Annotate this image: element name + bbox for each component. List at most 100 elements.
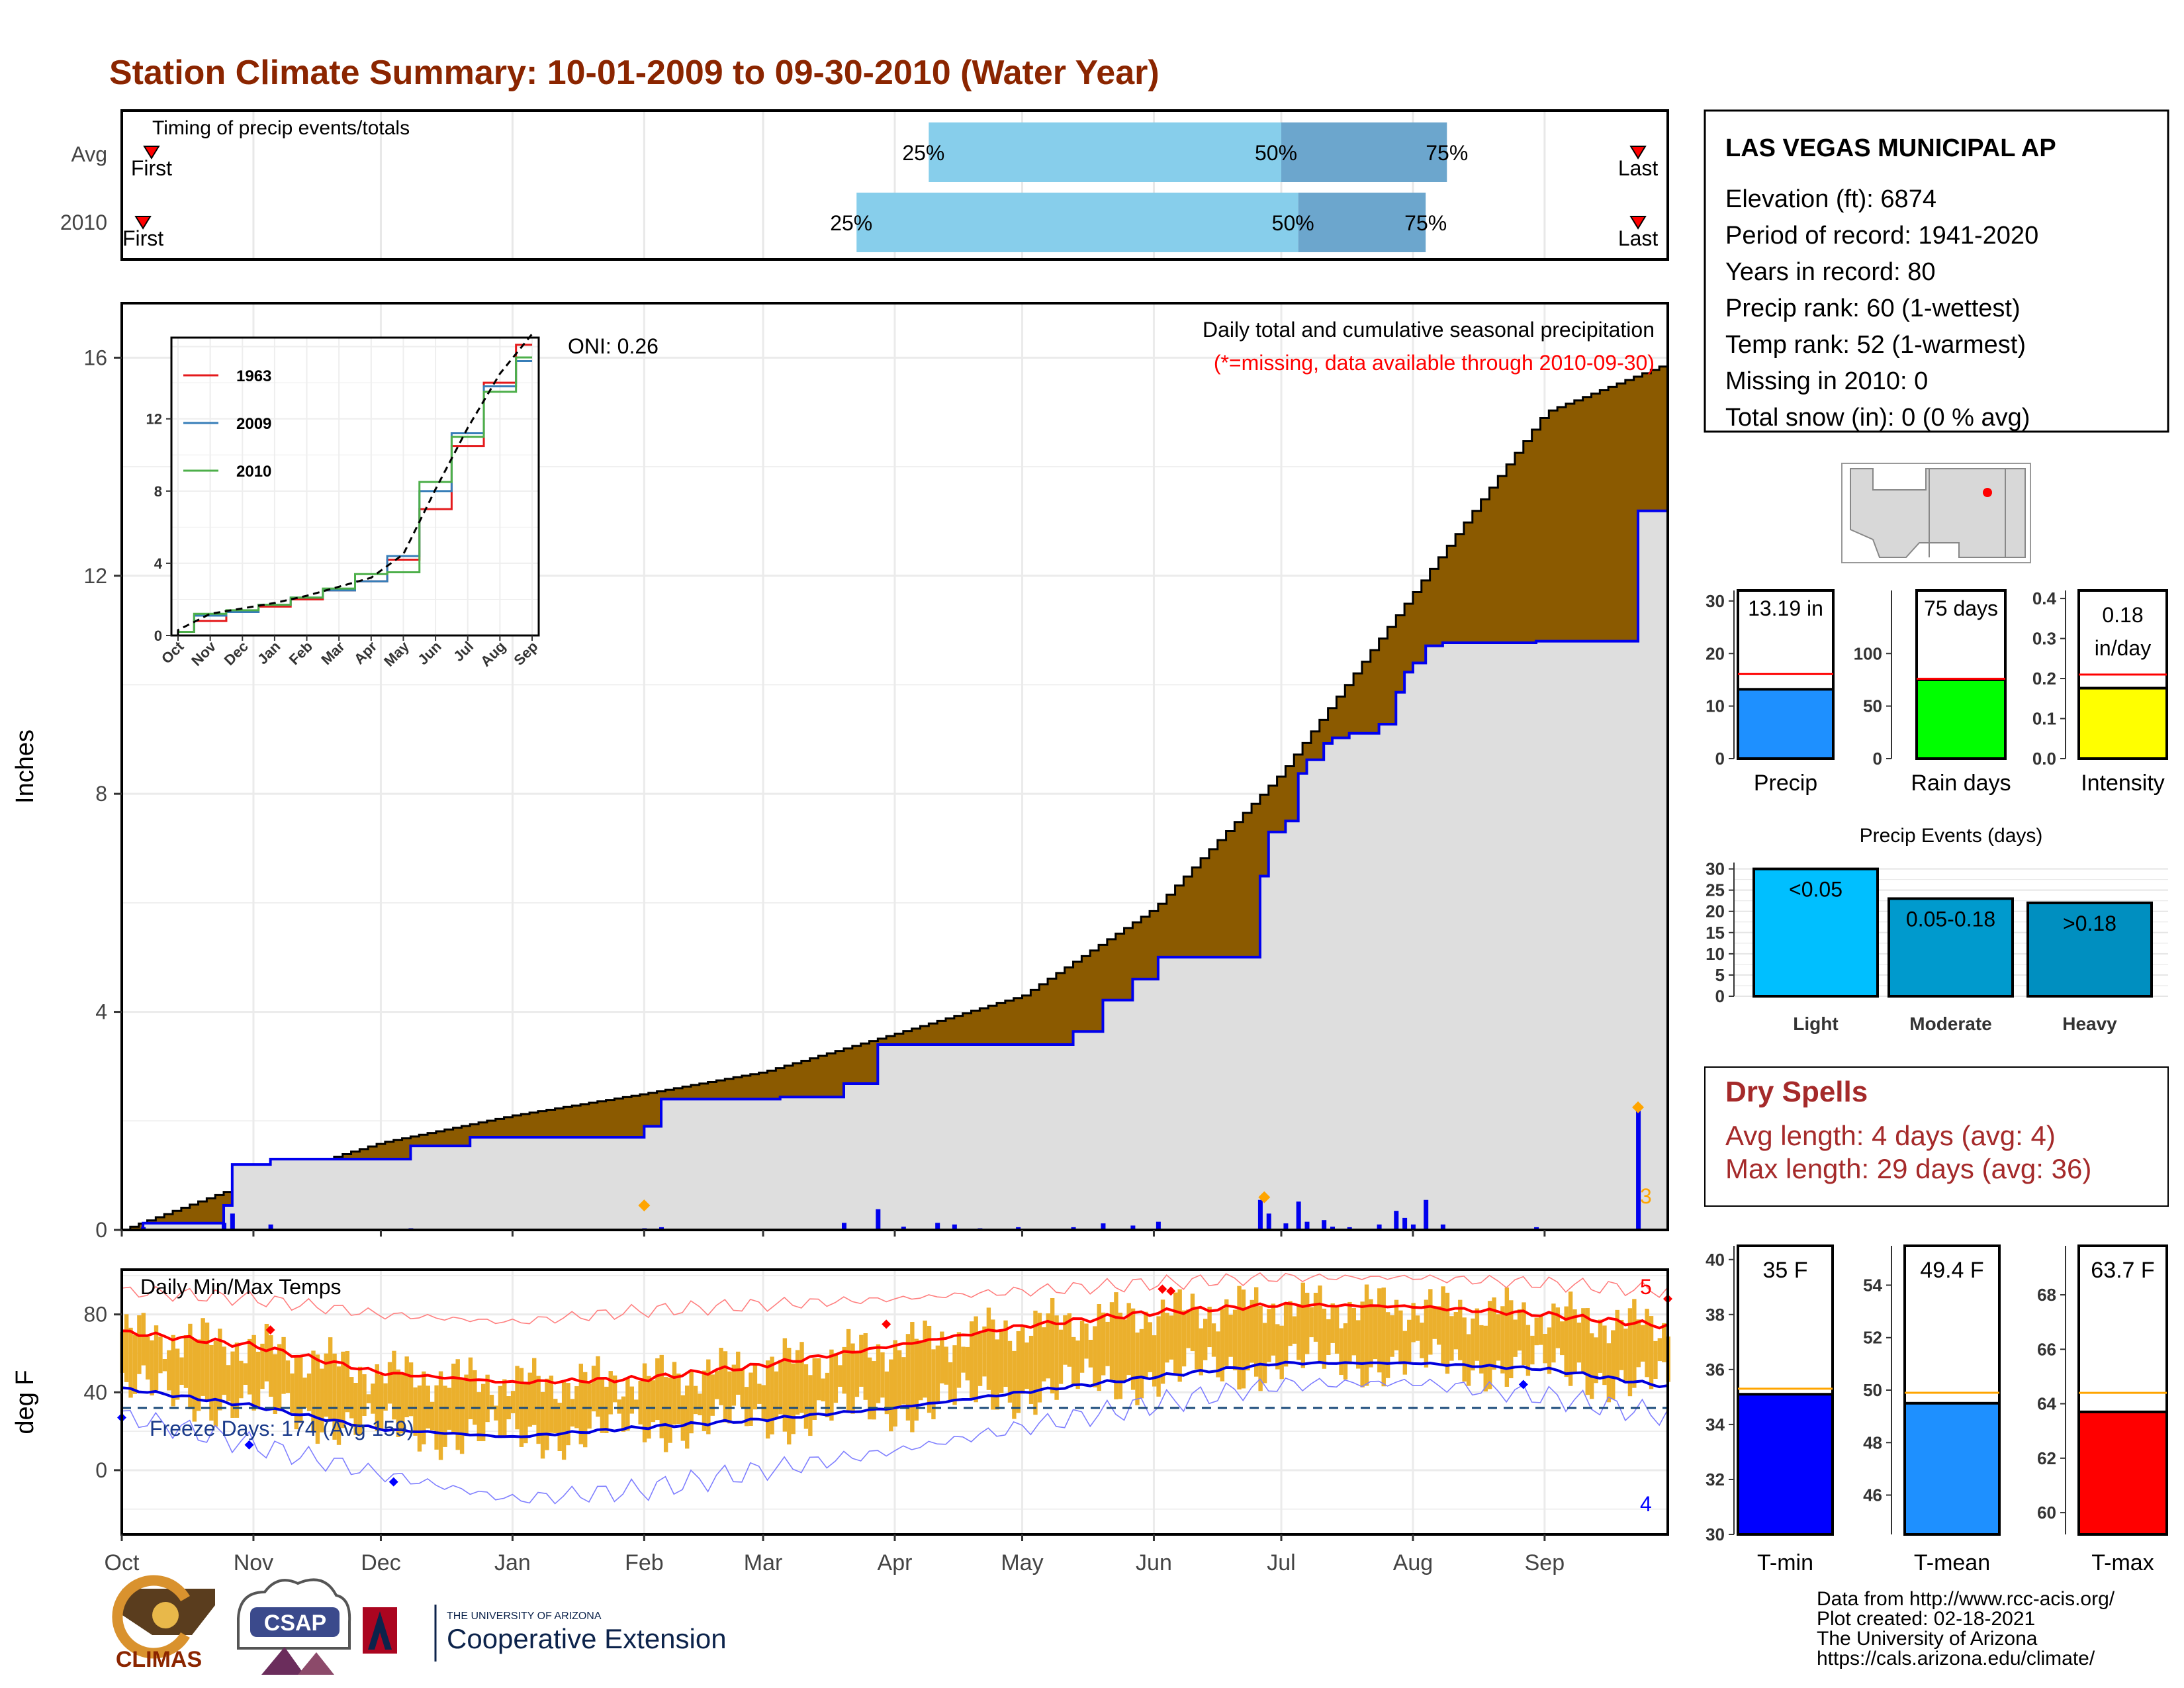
temp-summary-bar-t-max: 60 62 64 66 68 63.7 F T-max [2037, 1244, 2168, 1575]
inset-legend-label-2009: 2009 [236, 415, 271, 433]
record-min-temp-line [121, 1377, 1668, 1505]
daily-temp-bar [982, 1326, 987, 1377]
daily-temp-bar [536, 1376, 541, 1444]
daily-temp-bar [1300, 1282, 1305, 1368]
daily-temp-bar [167, 1350, 171, 1391]
temp-summary-bar-t-mean-ytick-label: 46 [1863, 1485, 1882, 1505]
daily-temp-bar [574, 1386, 579, 1429]
daily-precip-bar [1322, 1220, 1327, 1230]
temp-summary-bar-t-mean-name: T-mean [1914, 1550, 1990, 1575]
freeze-days-label: Freeze Days: 174 (Avg 159) [150, 1417, 414, 1440]
inset-ytick-label: 0 [154, 628, 162, 644]
daily-temp-bar [1177, 1289, 1182, 1382]
daily-temp-bar [1555, 1307, 1561, 1348]
daily-temp-bar [1436, 1306, 1441, 1345]
daily-temp-bar [634, 1399, 639, 1408]
temp-min-count: 4 [1640, 1492, 1652, 1516]
daily-temp-bar [273, 1354, 277, 1415]
month-tick-label-jan: Jan [494, 1550, 531, 1575]
daily-temp-bar [1207, 1307, 1212, 1348]
daily-temp-bar [1360, 1301, 1365, 1387]
daily-temp-bar [1615, 1309, 1619, 1380]
daily-temp-bar [1407, 1319, 1412, 1363]
daily-temp-bar [494, 1405, 498, 1421]
summary-bar-intensity-ytick-label: 0.0 [2032, 749, 2056, 769]
daily-temp-bar [1589, 1333, 1594, 1399]
daily-temp-bar [1411, 1303, 1416, 1342]
daily-temp-bar [1343, 1323, 1348, 1380]
daily-temp-bar [1130, 1308, 1136, 1390]
daily-temp-bar [345, 1350, 350, 1413]
daily-temp-bar [974, 1316, 978, 1403]
daily-temp-bar [642, 1363, 647, 1442]
daily-temp-bar [566, 1383, 570, 1446]
daily-temp-bar [668, 1378, 672, 1443]
daily-temp-bar [978, 1333, 983, 1386]
location-map [1841, 463, 2031, 563]
record-temp-marker [388, 1477, 398, 1487]
record-precip-marker [1632, 1101, 1645, 1113]
daily-temp-bar [1190, 1293, 1195, 1352]
daily-temp-bar [1373, 1307, 1378, 1360]
daily-temp-bar [778, 1360, 783, 1415]
daily-temp-bar [1356, 1320, 1361, 1369]
station-name: LAS VEGAS MUNICIPAL AP [1725, 134, 2056, 162]
month-tick-label-sep: Sep [1525, 1550, 1565, 1575]
summary-bar-precip-ytick-label: 10 [1706, 696, 1725, 716]
daily-temp-bar [1581, 1308, 1586, 1374]
daily-temp-bar [1560, 1321, 1565, 1356]
daily-temp-bar [468, 1357, 473, 1419]
daily-temp-bar [302, 1378, 307, 1409]
daily-temp-bar [587, 1383, 592, 1429]
daily-temp-bar [808, 1375, 813, 1436]
daily-temp-bar [540, 1391, 545, 1459]
timing-bar-50-75 [1281, 122, 1447, 182]
precip-ytick-label: 4 [95, 1000, 107, 1024]
daily-temp-bar [294, 1357, 299, 1430]
daily-temp-bar [438, 1371, 443, 1460]
daily-temp-bar [821, 1378, 825, 1401]
summary-bar-rain-days-value-label: 75 days [1924, 596, 1998, 620]
temp-summary-bar-t-min-ytick-label: 34 [1706, 1415, 1725, 1434]
daily-temp-bar [995, 1339, 999, 1410]
month-tick-label-may: May [1001, 1550, 1043, 1575]
daily-temp-bar [1199, 1328, 1203, 1376]
daily-temp-bar [905, 1334, 911, 1421]
daily-temp-bar [1653, 1340, 1658, 1379]
daily-temp-bar [1330, 1303, 1335, 1343]
daily-precip-bar [222, 1223, 227, 1230]
climas-logo-text: CLIMAS [116, 1647, 202, 1672]
daily-temp-bar [408, 1362, 414, 1417]
daily-temp-bar [600, 1378, 605, 1433]
daily-temp-bar [838, 1365, 842, 1387]
temp-summary-bar-t-mean-ytick-label: 50 [1863, 1380, 1882, 1400]
month-tick-label-apr: Apr [878, 1550, 913, 1575]
summary-bar-rain-days-name: Rain days [1911, 771, 2011, 796]
daily-temp-bar [1492, 1297, 1496, 1370]
daily-temp-bar [1351, 1308, 1356, 1356]
daily-temp-bar [761, 1385, 766, 1421]
events-ytick-label: 20 [1706, 902, 1725, 921]
daily-temp-bar [1576, 1323, 1582, 1363]
summary-bar-rain-days-bar [1915, 678, 2007, 760]
daily-temp-bar [799, 1342, 804, 1413]
avg-max-temp-line [121, 1301, 1668, 1385]
timing-title: Timing of precip events/totals [152, 117, 410, 139]
temp-summary-bar-t-mean-ytick-label: 54 [1863, 1275, 1882, 1295]
daily-temp-bar [290, 1373, 295, 1413]
summary-bar-precip-bar [1737, 688, 1835, 760]
daily-temp-bar [710, 1374, 715, 1416]
daily-temp-bar [387, 1362, 392, 1404]
daily-temp-bar [1075, 1340, 1080, 1389]
daily-temp-bar [1598, 1319, 1603, 1373]
daily-temp-bar [404, 1356, 409, 1418]
events-ytick-label: 0 [1715, 986, 1725, 1006]
daily-temp-bar [396, 1369, 401, 1437]
station-missing: Missing in 2010: 0 [1725, 367, 1928, 395]
daily-temp-bar [740, 1370, 745, 1407]
event-bar-light [1752, 867, 1879, 998]
university-of-arizona-logo: THE UNIVERSITY OF ARIZONA Cooperative Ex… [363, 1605, 727, 1662]
daily-temp-bar [948, 1362, 953, 1401]
daily-temp-bar [197, 1339, 201, 1411]
temp-summary-bar-t-mean-ytick-label: 48 [1863, 1432, 1882, 1452]
